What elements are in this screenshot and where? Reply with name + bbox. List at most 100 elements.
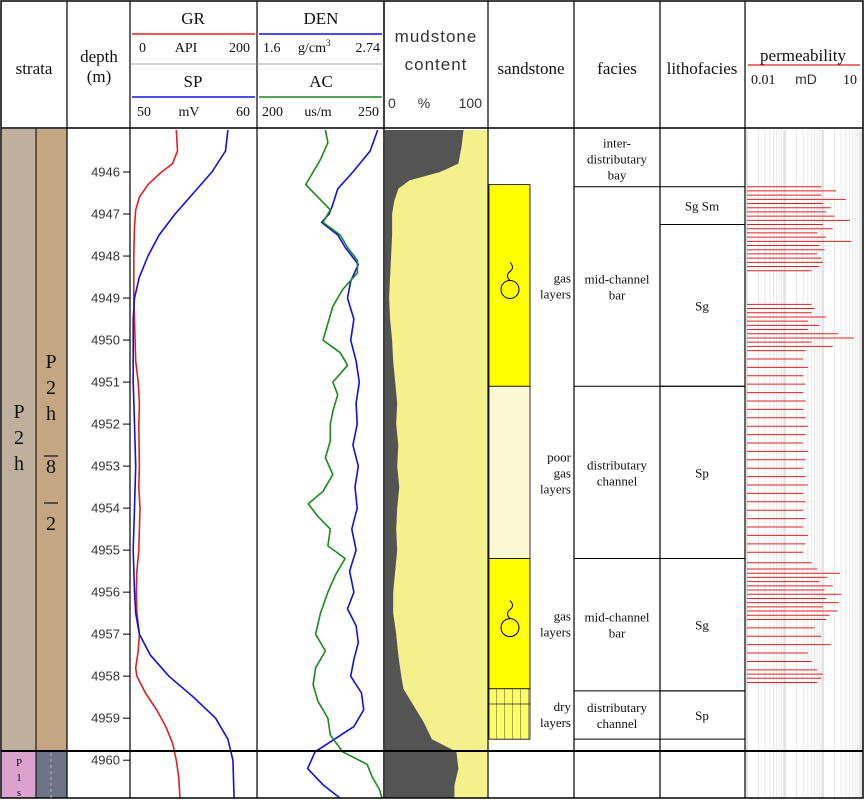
ac-curve xyxy=(304,129,383,799)
depth-tick-label: 4953 xyxy=(91,459,120,474)
facies-label: distributary xyxy=(587,457,647,472)
sandstone-label: layers xyxy=(540,481,571,496)
sandstone-unit-gas xyxy=(488,184,531,387)
perm-header: permeability xyxy=(760,46,846,65)
sandstone-unit-dry xyxy=(488,688,531,740)
sandstone-unit-gas xyxy=(488,558,531,690)
facies-header: facies xyxy=(597,59,637,78)
sandstone-label: poor xyxy=(547,449,572,464)
facies-label: channel xyxy=(597,716,638,731)
member-fill xyxy=(36,129,67,750)
mud-max: 100 xyxy=(459,95,483,111)
sp-max: 60 xyxy=(236,105,250,120)
facies-label: bar xyxy=(609,287,626,302)
gr-label: GR xyxy=(181,9,205,28)
sandstone-header: sandstone xyxy=(497,59,564,78)
den-min: 1.6 xyxy=(263,41,281,56)
den-unit: g/cm3 xyxy=(298,38,331,56)
gr-unit: API xyxy=(175,41,198,56)
facies-label: bay xyxy=(608,167,627,182)
gr-curve xyxy=(133,129,181,799)
svg-text:h: h xyxy=(46,403,56,425)
mud-min: 0 xyxy=(388,95,396,111)
depth-tick-label: 4959 xyxy=(91,711,120,726)
depth-tick-label: 4955 xyxy=(91,543,120,558)
lithofacies-track: Sg Sm Sg Sp Sg Sp xyxy=(660,186,745,740)
mudstone-header: mudstone xyxy=(395,27,478,46)
perm-max: 10 xyxy=(843,73,857,88)
lithofacies-header: lithofacies xyxy=(667,59,738,78)
perm-min: 0.01 xyxy=(751,73,776,88)
gas-wisp-icon xyxy=(507,600,513,620)
facies-label: distributary xyxy=(587,700,647,715)
den-label: DEN xyxy=(304,9,339,28)
facies-label: bar xyxy=(609,626,626,641)
den-curve xyxy=(306,129,379,799)
depth-tick-label: 4954 xyxy=(91,501,120,516)
svg-text:2: 2 xyxy=(46,377,56,399)
mudstone-track xyxy=(385,130,487,798)
ac-max: 250 xyxy=(358,105,379,120)
lithofacies-label: Sp xyxy=(695,465,709,480)
depth-tick-label: 4946 xyxy=(91,165,120,180)
depth-header: depth xyxy=(80,47,118,66)
perm-unit: mD xyxy=(795,71,817,87)
den-max: 2.74 xyxy=(356,41,381,56)
strata-header: strata xyxy=(16,59,53,78)
formation-lower-label: P 1 s xyxy=(16,757,22,799)
facies-label: mid-channel xyxy=(585,271,650,286)
depth-tick-label: 4952 xyxy=(91,417,120,432)
depth-unit: (m) xyxy=(87,67,112,86)
depth-tick-label: 4949 xyxy=(91,291,120,306)
svg-text:P: P xyxy=(45,351,56,373)
facies-track: inter-distributarybaymid-channelbardistr… xyxy=(574,135,660,740)
formation-main-label: P 2 h xyxy=(13,401,24,475)
depth-tick-label: 4950 xyxy=(91,333,120,348)
svg-text:1: 1 xyxy=(16,772,22,784)
sp-label: SP xyxy=(184,72,203,91)
svg-text:P: P xyxy=(16,757,22,769)
sandstone-label: layers xyxy=(540,715,571,730)
depth-tick-label: 4958 xyxy=(91,669,120,684)
depth-tick-label: 4956 xyxy=(91,585,120,600)
depth-tick-label: 4960 xyxy=(91,753,120,768)
depth-ticks: 4946 4947 4948 4949 4950 4951 4952 4953 4954 4955… xyxy=(91,165,130,768)
sandstone-label: gas xyxy=(554,465,571,480)
lithofacies-label: Sp xyxy=(695,708,709,723)
lithofacies-label: Sg xyxy=(695,298,709,313)
log-curves xyxy=(132,129,383,799)
facies-label: distributary xyxy=(587,151,647,166)
sandstone-label: gas xyxy=(554,609,571,624)
facies-label: channel xyxy=(597,473,638,488)
svg-text:2: 2 xyxy=(14,427,24,449)
facies-label: inter- xyxy=(603,135,631,150)
lithofacies-label: Sg Sm xyxy=(685,199,719,214)
mud-unit: % xyxy=(418,95,430,111)
permeability-bars xyxy=(747,186,854,683)
sandstone-label: layers xyxy=(540,286,571,301)
strata-column xyxy=(2,129,67,798)
sp-curve xyxy=(132,129,235,799)
ac-min: 200 xyxy=(262,105,283,120)
depth-tick-label: 4951 xyxy=(91,375,120,390)
member-label: P 2 h 8 2 xyxy=(44,351,58,535)
svg-text:h: h xyxy=(14,453,24,475)
sp-unit: mV xyxy=(179,105,200,120)
gas-wisp-icon xyxy=(507,262,513,281)
sandstone-label: gas xyxy=(554,270,571,285)
permeability-grid xyxy=(746,130,862,798)
svg-text:s: s xyxy=(17,787,21,799)
ac-label: AC xyxy=(309,72,333,91)
svg-text:2: 2 xyxy=(46,513,56,535)
formation-main-fill xyxy=(2,129,36,750)
depth-tick-label: 4947 xyxy=(91,207,120,222)
gr-max: 200 xyxy=(229,41,250,56)
facies-label: mid-channel xyxy=(585,610,650,625)
ac-unit: us/m xyxy=(304,105,331,120)
gr-min: 0 xyxy=(139,41,146,56)
sp-min: 50 xyxy=(137,105,151,120)
depth-tick-label: 4957 xyxy=(91,627,120,642)
